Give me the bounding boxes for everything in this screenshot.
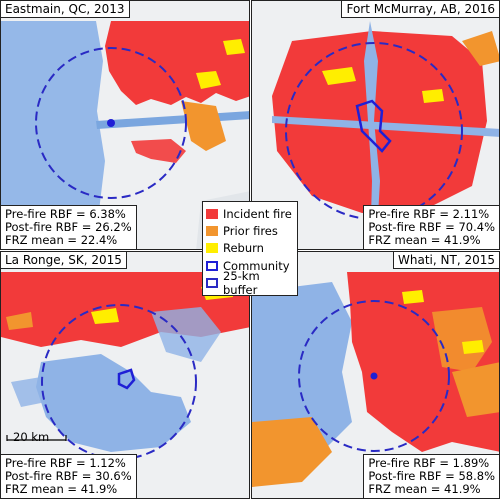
panel-stats: Pre-fire RBF = 1.12% Post-fire RBF = 30.… <box>1 454 137 498</box>
frz-mean: FRZ mean = 22.4% <box>5 233 118 247</box>
community-marker <box>370 372 378 380</box>
prior-fire-area <box>6 312 33 330</box>
panel-stats: Pre-fire RBF = 2.11% Post-fire RBF = 70.… <box>363 205 499 249</box>
post-fire-rbf: Post-fire RBF = 26.2% <box>5 220 132 234</box>
scale-bar-label: 20 km <box>13 430 50 444</box>
community-swatch-icon <box>206 260 218 271</box>
post-fire-rbf: Post-fire RBF = 58.8% <box>368 469 495 483</box>
reburn-area <box>402 290 424 304</box>
reburn-area <box>91 308 119 324</box>
pre-fire-rbf: Pre-fire RBF = 6.38% <box>5 207 126 221</box>
prior-fires-swatch-icon <box>206 226 218 237</box>
reburn-area <box>462 340 484 354</box>
frz-mean: FRZ mean = 41.9% <box>368 482 481 496</box>
prior-fire-area <box>452 362 499 417</box>
buffer-25km <box>298 300 450 452</box>
incident-fire-area <box>105 21 249 105</box>
panel-title: Fort McMurray, AB, 2016 <box>341 1 499 18</box>
map-panel-la-ronge: La Ronge, SK, 2015 Pre-fire RBF = 1.12% … <box>0 251 250 499</box>
incident-fire-swatch-icon <box>206 208 218 219</box>
legend-item-buffer: 25-km buffer <box>206 269 294 297</box>
frz-mean: FRZ mean = 41.9% <box>368 233 481 247</box>
reburn-area <box>322 67 356 85</box>
legend-label: Reburn <box>223 241 264 256</box>
reburn-area <box>223 39 245 55</box>
legend-item-prior-fires: Prior fires <box>206 222 294 239</box>
reburn-area <box>422 89 444 103</box>
legend-label: Prior fires <box>223 224 278 239</box>
panel-title: Eastmain, QC, 2013 <box>1 1 130 18</box>
pre-fire-rbf: Pre-fire RBF = 1.89% <box>368 456 490 470</box>
frz-mean: FRZ mean = 41.9% <box>5 482 118 496</box>
buffer-25km <box>285 42 463 220</box>
panel-stats: Pre-fire RBF = 1.89% Post-fire RBF = 58.… <box>363 454 499 498</box>
legend-label: Incident fire <box>223 206 292 221</box>
lake-water <box>151 307 221 362</box>
pre-fire-rbf: Pre-fire RBF = 1.12% <box>5 456 126 470</box>
incident-fire-area <box>131 139 186 163</box>
lake-water <box>11 377 46 407</box>
panel-stats: Pre-fire RBF = 6.38% Post-fire RBF = 26.… <box>1 205 137 249</box>
river <box>364 21 380 249</box>
community-marker <box>107 119 115 127</box>
scale-bar <box>6 435 67 441</box>
legend-item-community: Community <box>206 257 294 274</box>
buffer-25km <box>35 47 187 199</box>
reburn-swatch-icon <box>206 243 218 254</box>
map-legend: Incident fire Prior fires Reburn Communi… <box>202 201 298 297</box>
bay-water <box>1 21 105 249</box>
panel-title: La Ronge, SK, 2015 <box>1 252 127 269</box>
post-fire-rbf: Post-fire RBF = 30.6% <box>5 469 132 483</box>
map-panel-fort-mcmurray: Fort McMurray, AB, 2016 Pre-fire RBF = 2… <box>251 0 500 250</box>
prior-fire-area <box>462 31 499 66</box>
community-boundary <box>117 368 136 390</box>
buffer-swatch-icon <box>206 278 218 289</box>
map-panel-eastmain: Eastmain, QC, 2013 Pre-fire RBF = 6.38% … <box>0 0 250 250</box>
map-panel-whati: Whati, NT, 2015 Pre-fire RBF = 1.89% Pos… <box>251 251 500 499</box>
prior-fire-area <box>252 417 332 487</box>
reburn-area <box>196 71 221 89</box>
legend-item-reburn: Reburn <box>206 240 294 257</box>
legend-item-incident-fire: Incident fire <box>206 205 294 222</box>
prior-fire-area <box>181 101 226 151</box>
pre-fire-rbf: Pre-fire RBF = 2.11% <box>368 207 490 221</box>
legend-label: 25-km buffer <box>223 269 260 298</box>
panel-title: Whati, NT, 2015 <box>393 252 499 269</box>
river <box>272 116 499 137</box>
lake-water <box>36 354 191 452</box>
legend-label: Community <box>223 258 290 273</box>
post-fire-rbf: Post-fire RBF = 70.4% <box>368 220 495 234</box>
community-boundary <box>355 99 392 153</box>
